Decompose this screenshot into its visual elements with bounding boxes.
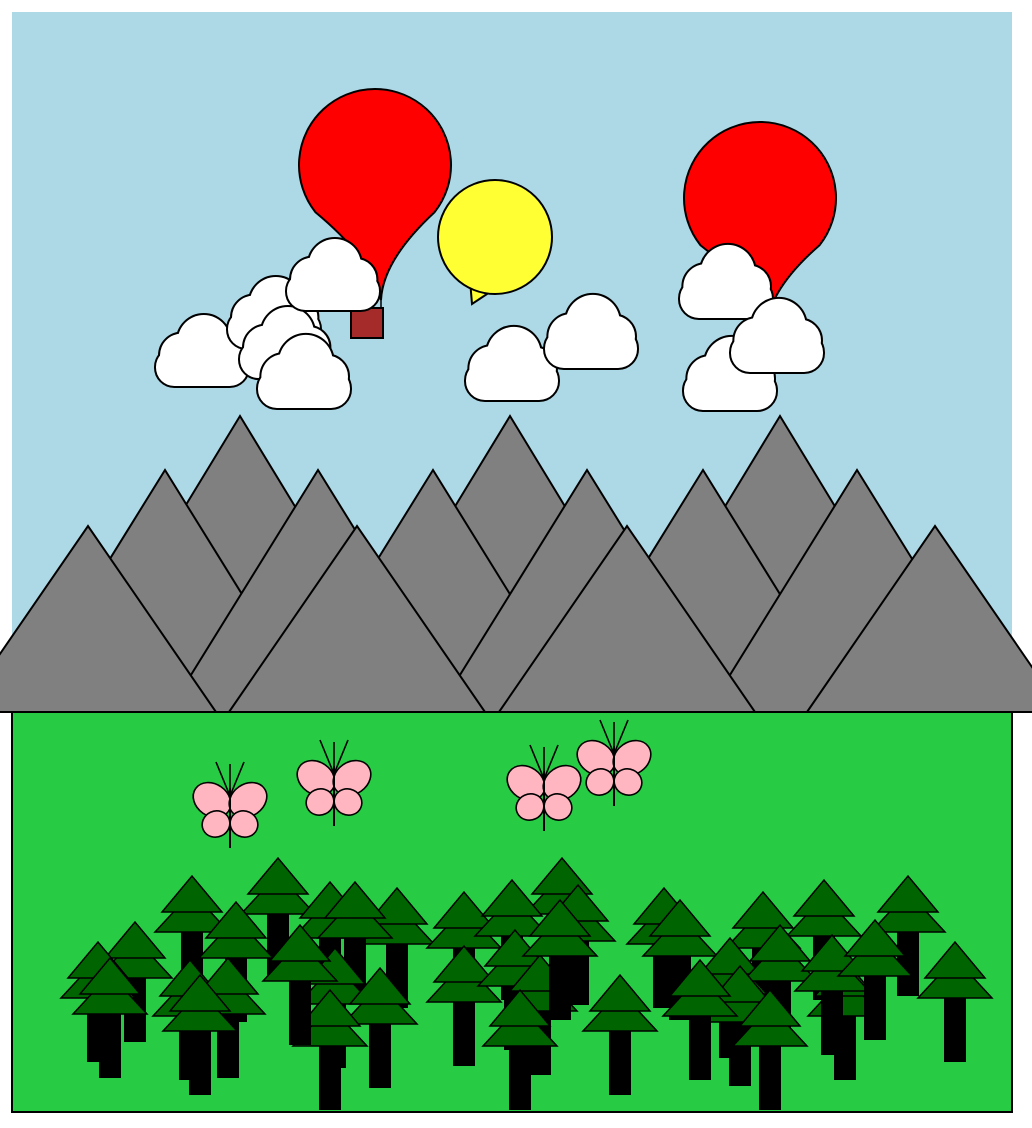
hot-air-balloons	[298, 88, 837, 339]
hot-air-balloon	[298, 88, 452, 339]
pine-tree	[836, 918, 914, 1040]
butterfly	[506, 744, 582, 831]
tree-trunk	[897, 926, 919, 996]
butterfly	[296, 739, 372, 826]
tree-foliage	[528, 898, 592, 937]
tree-trunk	[99, 1008, 121, 1078]
tree-foliage	[731, 890, 795, 929]
tree-trunk	[864, 970, 886, 1040]
pine-tree	[731, 988, 809, 1110]
balloon-basket	[350, 307, 384, 339]
tree-foliage	[246, 856, 310, 895]
tree-foliage	[738, 988, 802, 1027]
cloud	[678, 242, 774, 320]
tree-foliage	[648, 898, 712, 937]
tree-foliage	[530, 856, 594, 895]
sun-disc	[437, 179, 553, 295]
tree-foliage	[196, 956, 260, 995]
tree-trunk	[289, 975, 311, 1045]
balloon-envelope	[298, 88, 452, 301]
cloud	[682, 334, 778, 412]
tree-foliage	[792, 878, 856, 917]
tree-foliage	[168, 973, 232, 1012]
tree-foliage	[323, 880, 387, 919]
pine-tree	[71, 956, 149, 1078]
tree-foliage	[748, 923, 812, 962]
pine-tree	[661, 958, 739, 1080]
pine-tree	[341, 966, 419, 1088]
tree-trunk	[759, 1040, 781, 1110]
tree-trunk	[689, 1010, 711, 1080]
tree-trunk	[821, 985, 843, 1055]
cloud	[464, 324, 560, 402]
tree-foliage	[698, 936, 762, 975]
tree-foliage	[103, 920, 167, 959]
tree-trunk	[369, 1018, 391, 1088]
pine-tree	[425, 944, 503, 1066]
pine-tree	[161, 973, 239, 1095]
tree-foliage	[588, 973, 652, 1012]
cloud	[729, 296, 825, 374]
tree-foliage	[268, 923, 332, 962]
tree-foliage	[843, 918, 907, 957]
cloud	[543, 292, 639, 370]
tree-foliage	[923, 940, 987, 979]
tree-foliage	[432, 944, 496, 983]
butterflies	[192, 719, 652, 848]
cloud	[285, 236, 381, 313]
sun	[437, 179, 553, 306]
pine-tree	[916, 940, 994, 1062]
pine-tree	[869, 874, 947, 996]
pine-tree	[581, 973, 659, 1095]
tree-trunk	[319, 1040, 341, 1110]
tree-trunk	[509, 1040, 531, 1110]
tree-trunk	[609, 1025, 631, 1095]
mountain-range	[0, 414, 1032, 713]
tree-foliage	[480, 878, 544, 917]
pine-tree	[481, 988, 559, 1110]
clouds	[154, 236, 825, 412]
butterfly	[576, 719, 652, 806]
tree-foliage	[78, 956, 142, 995]
tree-foliage	[668, 958, 732, 997]
pine-tree	[261, 923, 339, 1045]
tree-foliage	[348, 966, 412, 1005]
pine-tree	[291, 988, 369, 1110]
tree-trunk	[189, 1025, 211, 1095]
tree-trunk	[453, 996, 475, 1066]
tree-foliage	[876, 874, 940, 913]
pine-tree	[521, 898, 599, 1020]
tree-trunk	[944, 992, 966, 1062]
tree-foliage	[298, 988, 362, 1027]
tree-foliage	[160, 874, 224, 913]
tree-foliage	[488, 988, 552, 1027]
tree-foliage	[204, 900, 268, 939]
pine-forest	[59, 856, 994, 1110]
tree-trunk	[549, 950, 571, 1020]
cloud	[256, 332, 352, 410]
tree-foliage	[432, 890, 496, 929]
butterfly	[192, 761, 268, 848]
cloud	[154, 312, 250, 389]
